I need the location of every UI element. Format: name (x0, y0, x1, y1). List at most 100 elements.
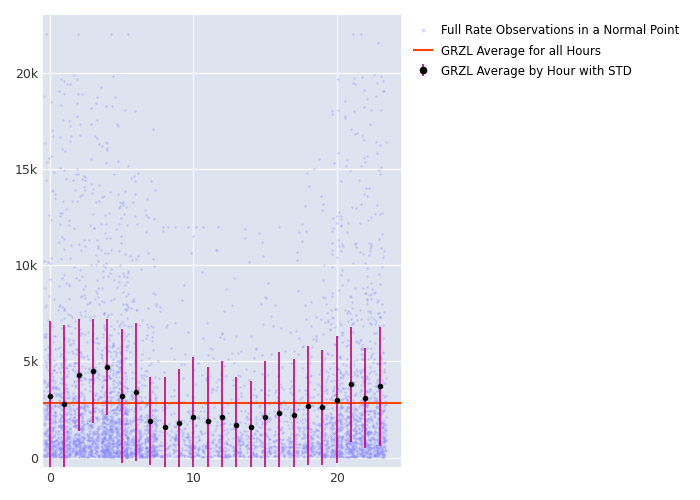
Full Rate Observations in a Normal Point (168, 422, 179, 430)
Full Rate Observations in a Normal Point (270, 430, 281, 438)
Full Rate Observations in a Normal Point (57, 426, 68, 434)
Full Rate Observations in a Normal Point (251, 442, 262, 450)
Full Rate Observations in a Normal Point (47, 412, 58, 420)
Full Rate Observations in a Normal Point (99, 427, 111, 435)
Full Rate Observations in a Normal Point (103, 449, 114, 457)
Full Rate Observations in a Normal Point (344, 431, 355, 439)
Full Rate Observations in a Normal Point (341, 452, 352, 460)
Full Rate Observations in a Normal Point (73, 90, 84, 98)
Full Rate Observations in a Normal Point (112, 449, 123, 457)
Full Rate Observations in a Normal Point (260, 390, 271, 398)
Full Rate Observations in a Normal Point (273, 407, 284, 415)
Full Rate Observations in a Normal Point (93, 453, 104, 461)
Full Rate Observations in a Normal Point (118, 268, 129, 276)
Full Rate Observations in a Normal Point (371, 420, 382, 428)
Full Rate Observations in a Normal Point (60, 388, 71, 396)
Full Rate Observations in a Normal Point (374, 442, 385, 450)
Full Rate Observations in a Normal Point (283, 403, 294, 411)
Full Rate Observations in a Normal Point (342, 306, 354, 314)
Full Rate Observations in a Normal Point (122, 436, 133, 444)
Full Rate Observations in a Normal Point (355, 396, 366, 404)
Full Rate Observations in a Normal Point (167, 440, 178, 448)
Full Rate Observations in a Normal Point (329, 452, 340, 460)
Full Rate Observations in a Normal Point (51, 386, 62, 394)
Full Rate Observations in a Normal Point (78, 404, 89, 412)
Full Rate Observations in a Normal Point (87, 452, 98, 460)
Full Rate Observations in a Normal Point (121, 432, 132, 440)
Full Rate Observations in a Normal Point (225, 441, 236, 449)
Full Rate Observations in a Normal Point (40, 333, 51, 341)
Full Rate Observations in a Normal Point (99, 432, 110, 440)
Full Rate Observations in a Normal Point (155, 442, 166, 450)
Full Rate Observations in a Normal Point (357, 438, 368, 446)
Full Rate Observations in a Normal Point (79, 444, 90, 452)
Full Rate Observations in a Normal Point (43, 414, 54, 422)
Full Rate Observations in a Normal Point (126, 435, 137, 443)
Full Rate Observations in a Normal Point (183, 442, 195, 450)
Full Rate Observations in a Normal Point (259, 450, 270, 458)
Full Rate Observations in a Normal Point (351, 415, 363, 423)
Full Rate Observations in a Normal Point (368, 446, 379, 454)
Full Rate Observations in a Normal Point (378, 434, 389, 442)
Full Rate Observations in a Normal Point (237, 438, 248, 446)
Full Rate Observations in a Normal Point (85, 450, 96, 458)
Full Rate Observations in a Normal Point (71, 446, 83, 454)
Full Rate Observations in a Normal Point (122, 398, 133, 406)
Full Rate Observations in a Normal Point (112, 422, 123, 430)
Full Rate Observations in a Normal Point (158, 368, 169, 376)
Full Rate Observations in a Normal Point (107, 358, 118, 366)
Full Rate Observations in a Normal Point (148, 453, 159, 461)
Full Rate Observations in a Normal Point (121, 449, 132, 457)
Full Rate Observations in a Normal Point (374, 424, 385, 432)
Full Rate Observations in a Normal Point (329, 436, 340, 444)
Full Rate Observations in a Normal Point (155, 452, 166, 460)
Full Rate Observations in a Normal Point (304, 444, 316, 452)
Full Rate Observations in a Normal Point (141, 196, 153, 203)
Full Rate Observations in a Normal Point (110, 418, 121, 426)
Full Rate Observations in a Normal Point (330, 453, 341, 461)
Full Rate Observations in a Normal Point (326, 292, 337, 300)
Full Rate Observations in a Normal Point (141, 414, 153, 422)
Full Rate Observations in a Normal Point (128, 435, 139, 443)
Full Rate Observations in a Normal Point (314, 444, 326, 452)
Full Rate Observations in a Normal Point (175, 416, 186, 424)
Full Rate Observations in a Normal Point (38, 428, 50, 436)
Full Rate Observations in a Normal Point (99, 308, 110, 316)
Full Rate Observations in a Normal Point (56, 316, 67, 324)
Full Rate Observations in a Normal Point (219, 418, 230, 426)
Full Rate Observations in a Normal Point (121, 410, 132, 418)
Full Rate Observations in a Normal Point (225, 441, 236, 449)
Full Rate Observations in a Normal Point (214, 443, 225, 451)
Full Rate Observations in a Normal Point (358, 136, 369, 144)
Full Rate Observations in a Normal Point (41, 401, 52, 409)
Full Rate Observations in a Normal Point (108, 339, 119, 347)
Full Rate Observations in a Normal Point (68, 263, 79, 271)
Full Rate Observations in a Normal Point (101, 428, 112, 436)
Full Rate Observations in a Normal Point (82, 453, 93, 461)
Full Rate Observations in a Normal Point (120, 410, 132, 418)
Full Rate Observations in a Normal Point (364, 436, 375, 444)
Full Rate Observations in a Normal Point (85, 437, 96, 445)
Full Rate Observations in a Normal Point (58, 414, 69, 422)
Full Rate Observations in a Normal Point (63, 335, 74, 343)
Full Rate Observations in a Normal Point (254, 436, 265, 444)
Full Rate Observations in a Normal Point (364, 307, 375, 315)
Full Rate Observations in a Normal Point (332, 365, 343, 373)
Full Rate Observations in a Normal Point (266, 442, 277, 450)
Full Rate Observations in a Normal Point (286, 359, 297, 367)
Full Rate Observations in a Normal Point (361, 344, 372, 352)
Full Rate Observations in a Normal Point (245, 416, 256, 424)
Full Rate Observations in a Normal Point (232, 434, 244, 442)
Full Rate Observations in a Normal Point (134, 386, 145, 394)
Full Rate Observations in a Normal Point (100, 424, 111, 432)
Full Rate Observations in a Normal Point (122, 384, 133, 392)
Full Rate Observations in a Normal Point (84, 443, 95, 451)
Full Rate Observations in a Normal Point (90, 447, 101, 455)
Full Rate Observations in a Normal Point (65, 241, 76, 249)
Full Rate Observations in a Normal Point (94, 430, 105, 438)
Full Rate Observations in a Normal Point (76, 438, 88, 446)
Full Rate Observations in a Normal Point (62, 402, 74, 409)
Full Rate Observations in a Normal Point (263, 447, 274, 455)
Full Rate Observations in a Normal Point (104, 449, 116, 457)
Full Rate Observations in a Normal Point (223, 450, 234, 458)
